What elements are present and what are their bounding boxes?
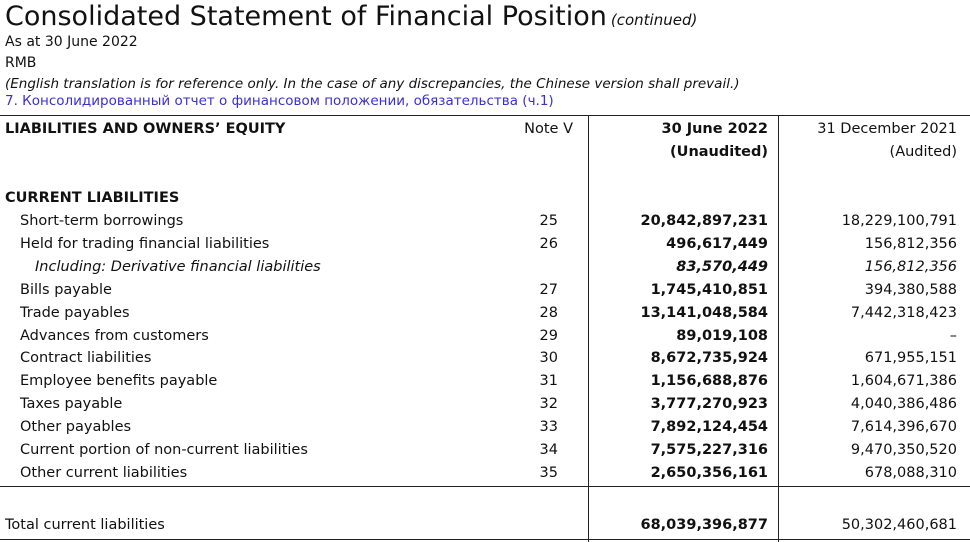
table-row: Held for trading financial liabilities 2… xyxy=(0,233,970,256)
column-divider-prior xyxy=(778,115,779,542)
row-note: 33 xyxy=(539,419,558,435)
row-note: 34 xyxy=(539,442,558,458)
row-note: 25 xyxy=(539,213,558,229)
table-row: Short-term borrowings 25 20,842,897,231 … xyxy=(0,210,970,233)
row-label: Contract liabilities xyxy=(20,350,152,366)
row-label: Current portion of non-current liabiliti… xyxy=(20,442,308,458)
table-row: Taxes payable 32 3,777,270,923 4,040,386… xyxy=(0,393,970,416)
row-label: Trade payables xyxy=(20,305,130,321)
column-header-prior-status: (Audited) xyxy=(889,144,957,160)
as-at-date: As at 30 June 2022 xyxy=(5,34,138,50)
row-value-prior: 18,229,100,791 xyxy=(841,213,957,229)
row-note: 29 xyxy=(539,328,558,344)
table-row: Contract liabilities 30 8,672,735,924 67… xyxy=(0,347,970,370)
column-header-prior: 31 December 2021 xyxy=(817,121,957,137)
subtotal-rule xyxy=(0,486,970,487)
row-value-prior: 9,470,350,520 xyxy=(850,442,957,458)
total-row: Total current liabilities 68,039,396,877… xyxy=(0,514,970,537)
row-value-current: 20,842,897,231 xyxy=(640,213,768,229)
table-row: Employee benefits payable 31 1,156,688,8… xyxy=(0,370,970,393)
row-value-prior: 4,040,386,486 xyxy=(850,396,957,412)
row-value-prior: 1,604,671,386 xyxy=(850,373,957,389)
column-header-label: LIABILITIES AND OWNERS’ EQUITY xyxy=(5,121,286,137)
row-value-prior: 7,614,396,670 xyxy=(850,419,957,435)
row-value-prior: 394,380,588 xyxy=(864,282,957,298)
row-note: 27 xyxy=(539,282,558,298)
column-header-current: 30 June 2022 xyxy=(661,121,768,137)
row-note: 35 xyxy=(539,465,558,481)
translation-disclaimer: (English translation is for reference on… xyxy=(5,76,740,92)
row-label: Taxes payable xyxy=(20,396,123,412)
row-value-prior: 671,955,151 xyxy=(864,350,957,366)
statement-title-block: Consolidated Statement of Financial Posi… xyxy=(5,0,697,34)
row-value-current: 1,745,410,851 xyxy=(650,282,768,298)
column-header-current-status: (Unaudited) xyxy=(670,144,768,160)
row-label: Advances from customers xyxy=(20,328,209,344)
row-value-current: 83,570,449 xyxy=(676,259,768,275)
row-value-prior: 156,812,356 xyxy=(864,259,957,275)
row-value-current: 7,892,124,454 xyxy=(650,419,768,435)
row-note: 31 xyxy=(539,373,558,389)
row-note: 28 xyxy=(539,305,558,321)
row-value-current: 496,617,449 xyxy=(666,236,768,252)
row-value-prior: 678,088,310 xyxy=(864,465,957,481)
row-value-current: 7,575,227,316 xyxy=(650,442,768,458)
table-top-rule xyxy=(0,115,970,116)
row-value-prior: 156,812,356 xyxy=(864,236,957,252)
row-note: 30 xyxy=(539,350,558,366)
row-value-current: 89,019,108 xyxy=(676,328,768,344)
russian-caption: 7. Консолидированный отчет о финансовом … xyxy=(5,93,554,109)
table-bottom-rule xyxy=(0,539,970,540)
row-label: Employee benefits payable xyxy=(20,373,218,389)
row-value-current: 1,156,688,876 xyxy=(650,373,768,389)
row-note: 26 xyxy=(539,236,558,252)
total-value-current: 68,039,396,877 xyxy=(640,517,768,533)
row-value-current: 13,141,048,584 xyxy=(640,305,768,321)
row-note: 32 xyxy=(539,396,558,412)
row-value-current: 2,650,356,161 xyxy=(650,465,768,481)
section-title-current-liabilities: CURRENT LIABILITIES xyxy=(5,190,180,206)
currency-label: RMB xyxy=(5,55,37,71)
column-divider-current xyxy=(588,115,589,542)
row-value-current: 8,672,735,924 xyxy=(650,350,768,366)
column-header-note: Note V xyxy=(524,121,573,137)
row-label: Held for trading financial liabilities xyxy=(20,236,270,252)
table-row: Trade payables 28 13,141,048,584 7,442,3… xyxy=(0,302,970,325)
row-label: Other payables xyxy=(20,419,132,435)
table-row: Advances from customers 29 89,019,108 – xyxy=(0,325,970,348)
title-continued-suffix: (continued) xyxy=(610,11,698,29)
table-row: Current portion of non-current liabiliti… xyxy=(0,439,970,462)
table-row: Including: Derivative financial liabilit… xyxy=(0,256,970,279)
table-row: Bills payable 27 1,745,410,851 394,380,5… xyxy=(0,279,970,302)
row-label: Other current liabilities xyxy=(20,465,188,481)
row-value-current: 3,777,270,923 xyxy=(650,396,768,412)
row-label: Including: Derivative financial liabilit… xyxy=(35,259,321,275)
row-label: Bills payable xyxy=(20,282,112,298)
row-label: Short-term borrowings xyxy=(20,213,184,229)
row-value-prior: 7,442,318,423 xyxy=(850,305,957,321)
row-value-prior: – xyxy=(949,328,957,344)
table-row: Other current liabilities 35 2,650,356,1… xyxy=(0,462,970,485)
page-title: Consolidated Statement of Financial Posi… xyxy=(5,1,607,32)
total-label: Total current liabilities xyxy=(5,517,165,533)
total-value-prior: 50,302,460,681 xyxy=(841,517,957,533)
table-row: Other payables 33 7,892,124,454 7,614,39… xyxy=(0,416,970,439)
